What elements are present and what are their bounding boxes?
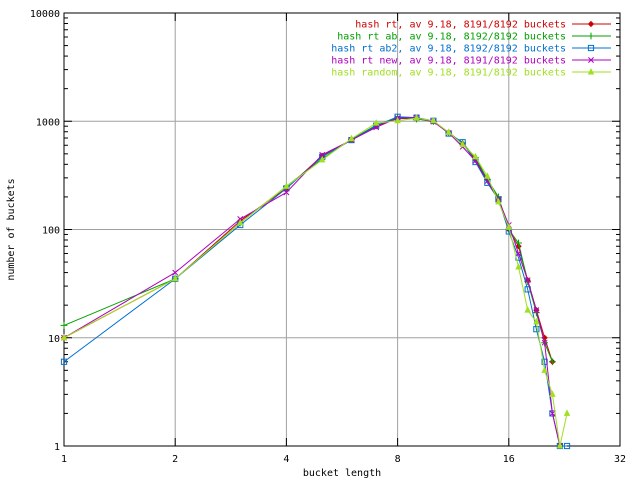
series-line (63, 117, 553, 362)
legend-label: hash rt ab2, av 9.18, 8192/8192 buckets (331, 44, 566, 55)
legend-label: hash random, av 9.18, 8191/8192 buckets (331, 68, 566, 79)
x-axis-label: bucket length (303, 468, 381, 479)
legend: hash rt, av 9.18, 8191/8192 bucketshash … (331, 20, 611, 79)
data-point (541, 366, 548, 373)
data-point (505, 223, 513, 230)
data-point (484, 172, 491, 179)
data-point (60, 358, 68, 365)
data-point (549, 390, 556, 397)
data-point (533, 326, 540, 333)
data-point (533, 307, 540, 314)
data-point (394, 116, 401, 124)
y-tick-label: 100 (42, 226, 60, 237)
data-point (524, 306, 531, 313)
legend-entry: hash rt ab, av 9.18, 8192/8192 buckets (337, 32, 611, 43)
legend-entry: hash rt new, av 9.18, 8191/8192 buckets (331, 56, 611, 67)
data-point (283, 182, 290, 189)
legend-entry: hash rt, av 9.18, 8191/8192 buckets (355, 20, 611, 31)
data-point (283, 189, 290, 196)
series-5 (60, 114, 571, 449)
data-point (563, 409, 571, 416)
legend-label: hash rt new, av 9.18, 8191/8192 buckets (331, 56, 566, 67)
data-point (472, 152, 479, 160)
data-point (318, 155, 326, 163)
data-point (549, 410, 556, 417)
data-point (495, 197, 502, 205)
data-point (563, 442, 571, 450)
series-line (63, 116, 568, 447)
y-tick-label: 1 (54, 442, 60, 453)
data-point (413, 114, 420, 121)
legend-label: hash rt ab, av 9.18, 8192/8192 buckets (337, 32, 566, 43)
data-point (472, 158, 479, 166)
x-tick-label: 32 (614, 454, 626, 465)
legend-label: hash rt, av 9.18, 8191/8192 buckets (355, 20, 566, 31)
data-point (459, 140, 466, 147)
data-point (556, 442, 564, 449)
legend-marker (587, 32, 595, 40)
data-point (319, 151, 326, 158)
y-tick-label: 10 (48, 334, 60, 345)
data-point (372, 119, 380, 126)
x-tick-label: 1 (61, 454, 67, 465)
legend-marker (587, 20, 595, 28)
axes: 1 2 4 8 16 32 1 10 100 1000 10000 (30, 9, 626, 465)
data-point (515, 250, 522, 257)
data-point (541, 339, 548, 346)
series-group (60, 113, 571, 450)
data-point (60, 322, 68, 329)
x-tick-label: 2 (172, 454, 178, 465)
data-point (237, 218, 244, 226)
series-1 (60, 115, 556, 365)
data-point (445, 128, 452, 135)
grid (64, 13, 620, 446)
data-point (515, 239, 522, 247)
series-2 (60, 114, 556, 366)
series-line (63, 118, 553, 362)
y-tick-label: 10000 (30, 9, 60, 20)
x-tick-label: 4 (283, 454, 289, 465)
legend-entry: hash rt ab2, av 9.18, 8192/8192 buckets (331, 44, 611, 55)
legend-marker (587, 68, 595, 75)
data-point (172, 269, 179, 276)
data-point (430, 116, 437, 124)
x-tick-label: 16 (503, 454, 515, 465)
series-line (63, 117, 568, 447)
data-point (348, 134, 355, 142)
legend-entry: hash random, av 9.18, 8191/8192 buckets (331, 68, 611, 79)
data-point (515, 263, 522, 270)
series-4 (61, 114, 563, 449)
data-point (533, 317, 540, 325)
legend-marker (588, 57, 594, 63)
x-tick-label: 8 (395, 454, 401, 465)
data-point (171, 274, 179, 282)
legend-marker (587, 44, 595, 52)
data-point (549, 358, 556, 366)
y-axis-label: number of buckets (6, 178, 17, 280)
data-point (60, 333, 68, 341)
y-tick-label: 1000 (36, 117, 60, 128)
data-point (524, 277, 531, 284)
